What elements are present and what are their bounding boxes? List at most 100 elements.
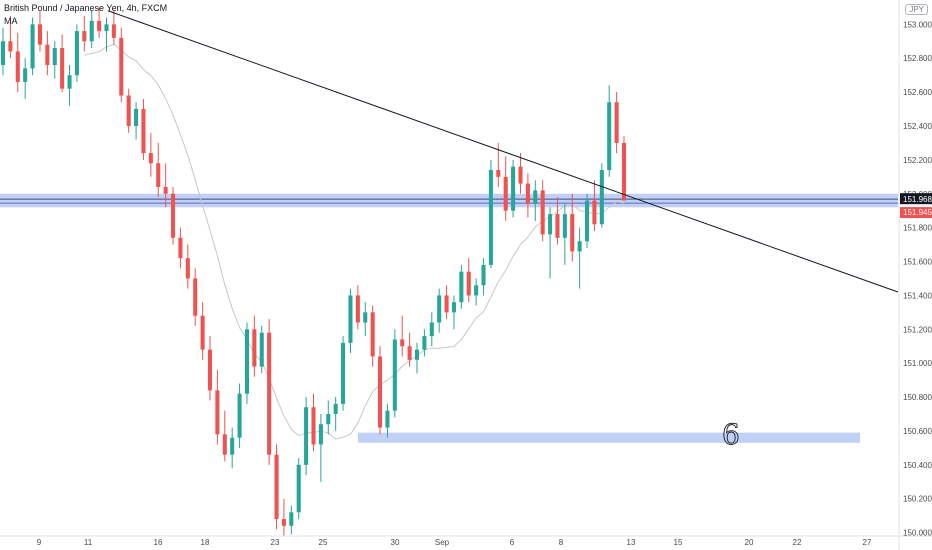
candle-body (562, 214, 567, 238)
candle-body (244, 329, 249, 394)
price-tick-label: 153.000 (903, 20, 932, 29)
time-tick-label: 9 (37, 538, 42, 547)
drawing-annotation: 6 (722, 418, 741, 452)
candle-body (555, 214, 560, 238)
price-label-current: 151.968 (903, 195, 932, 204)
candle-body (97, 20, 102, 32)
time-tick-label: 6 (510, 538, 515, 547)
candle-body (378, 356, 383, 428)
candle-body (311, 407, 316, 445)
candle-body (126, 95, 131, 126)
time-tick-label: 27 (863, 538, 872, 547)
time-tick-label: 15 (674, 538, 683, 547)
time-tick-label: 20 (745, 538, 754, 547)
trendline[interactable] (107, 10, 899, 293)
chart-title: British Pound / Japanese Yen, 4h, FXCM (4, 3, 168, 13)
moving-average-line (84, 43, 625, 440)
candle-body (163, 186, 168, 194)
candle-body (15, 51, 20, 82)
candle-body (60, 48, 65, 89)
candle-body (540, 190, 545, 235)
price-tick-label: 151.800 (903, 224, 932, 233)
price-label-bg (900, 193, 932, 205)
candle-body (533, 190, 538, 204)
candle-body (488, 170, 493, 265)
candle-body (392, 339, 397, 411)
time-tick-label: 23 (271, 538, 280, 547)
candle-body (37, 24, 42, 45)
handwritten-6: 6 (722, 418, 740, 451)
candle-body (333, 403, 338, 415)
candle-body (451, 302, 456, 313)
candle-body (400, 339, 405, 347)
currency-badge: JPY (905, 4, 928, 15)
candle-body (274, 454, 279, 520)
candle-body (141, 109, 146, 154)
candle-body (222, 434, 227, 455)
candle-body (200, 315, 205, 350)
time-axis[interactable]: 9 11 16 18 23 25 30 Sep 6 8 13 15 20 22 27 (0, 535, 932, 547)
price-tick-label: 151.400 (903, 291, 932, 300)
candle-body (592, 200, 597, 225)
candle-body (481, 264, 486, 286)
price-tick-label: 150.000 (903, 529, 932, 538)
candle-body (289, 512, 294, 526)
candle-body (45, 44, 50, 65)
time-tick-label: 8 (559, 538, 564, 547)
price-tick-label: 152.800 (903, 54, 932, 63)
candle-body (178, 237, 183, 259)
candle-body (348, 295, 353, 343)
candle-body (259, 332, 264, 367)
candle-body (52, 48, 57, 65)
candle-body (252, 329, 257, 367)
candle-body (585, 200, 590, 242)
candle-body (474, 285, 479, 296)
price-tick-label: 150.200 (903, 495, 932, 504)
candle-body (30, 24, 35, 69)
price-tick-label: 150.400 (903, 461, 932, 470)
candle-body (281, 519, 286, 526)
time-tick-label: 30 (391, 538, 400, 547)
price-label-close: 151.945 (903, 208, 932, 217)
candle-body (207, 349, 213, 391)
candle-body (437, 295, 442, 323)
candle-body (156, 163, 161, 187)
candle-body (148, 153, 153, 164)
descending-trendline (107, 10, 899, 293)
price-tick-label: 152.400 (903, 122, 932, 131)
candle-body (111, 24, 116, 38)
candle-body (74, 31, 79, 76)
candle-body (355, 295, 360, 323)
price-axis[interactable]: 153.000152.800152.600152.400152.200152.0… (898, 0, 932, 550)
price-labels: 151.968 151.945 (900, 193, 932, 219)
time-tick-label: 18 (201, 538, 210, 547)
time-tick-label: 25 (319, 538, 328, 547)
resistance-zone (0, 193, 898, 208)
price-tick-label: 151.600 (903, 258, 932, 267)
candle-body (459, 271, 464, 303)
horizontal-zones (0, 193, 898, 443)
time-tick-label: 11 (84, 538, 93, 547)
candle-body (422, 336, 427, 350)
candle-body (466, 271, 471, 296)
candle-body (496, 170, 501, 177)
time-tick-label: Sep (435, 538, 450, 547)
candle-body (119, 37, 124, 96)
candle-body (267, 332, 272, 455)
candle-body (318, 424, 323, 445)
candle-body (237, 393, 242, 438)
candle-body (326, 414, 331, 425)
support-zone (358, 432, 860, 443)
price-tick-label: 151.200 (903, 325, 932, 334)
candlestick-series (0, 7, 627, 536)
price-tick-label: 151.000 (903, 359, 932, 368)
candle-body (385, 410, 390, 428)
candle-body (525, 183, 530, 204)
candle-body (414, 349, 420, 360)
indicator-label[interactable]: MA (4, 16, 18, 26)
candle-body (171, 193, 176, 238)
candle-body (548, 214, 553, 235)
candle-body (134, 109, 139, 126)
candle-body (23, 68, 28, 82)
